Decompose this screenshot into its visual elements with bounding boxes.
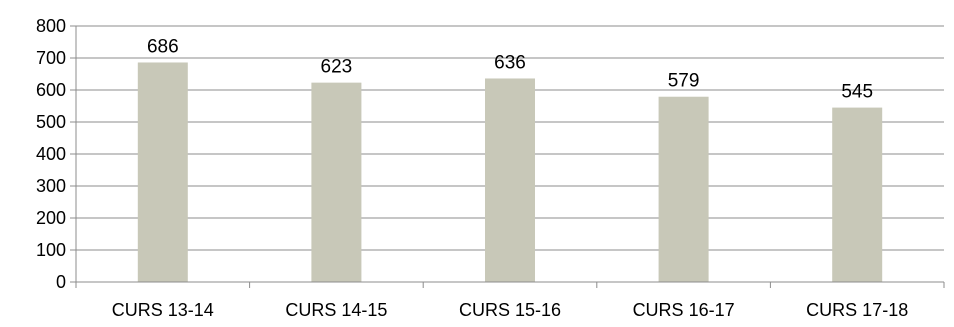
x-category-label: CURS 16-17 bbox=[633, 300, 735, 320]
bar bbox=[832, 107, 883, 282]
data-label: 686 bbox=[147, 36, 179, 57]
data-label: 636 bbox=[494, 52, 526, 73]
y-tick-label: 300 bbox=[36, 176, 66, 196]
y-tick-labels: 0 100 200 300 400 500 600 700 800 bbox=[36, 16, 66, 292]
data-label: 545 bbox=[841, 82, 873, 103]
bar bbox=[658, 96, 709, 282]
x-category-label: CURS 13-14 bbox=[112, 300, 214, 320]
bar bbox=[311, 82, 362, 282]
y-tick-label: 200 bbox=[36, 208, 66, 228]
y-tick-label: 700 bbox=[36, 48, 66, 68]
x-category-label: CURS 17-18 bbox=[806, 300, 908, 320]
x-category-label: CURS 14-15 bbox=[285, 300, 387, 320]
y-tick-label: 600 bbox=[36, 80, 66, 100]
y-tick-label: 0 bbox=[56, 272, 66, 292]
x-category-label: CURS 15-16 bbox=[459, 300, 561, 320]
data-label: 623 bbox=[321, 57, 353, 78]
data-label: 579 bbox=[668, 71, 700, 92]
y-tick-label: 100 bbox=[36, 240, 66, 260]
bar bbox=[485, 78, 535, 282]
bar bbox=[137, 62, 188, 283]
y-tick-label: 500 bbox=[36, 112, 66, 132]
y-tick-label: 800 bbox=[36, 16, 66, 36]
data-labels: 686 623 636 579 545 bbox=[147, 36, 873, 102]
x-category-labels: CURS 13-14 CURS 14-15 CURS 15-16 CURS 16-17… bbox=[112, 300, 908, 320]
axes bbox=[70, 25, 945, 288]
bars bbox=[137, 62, 883, 283]
y-tick-label: 400 bbox=[36, 144, 66, 164]
